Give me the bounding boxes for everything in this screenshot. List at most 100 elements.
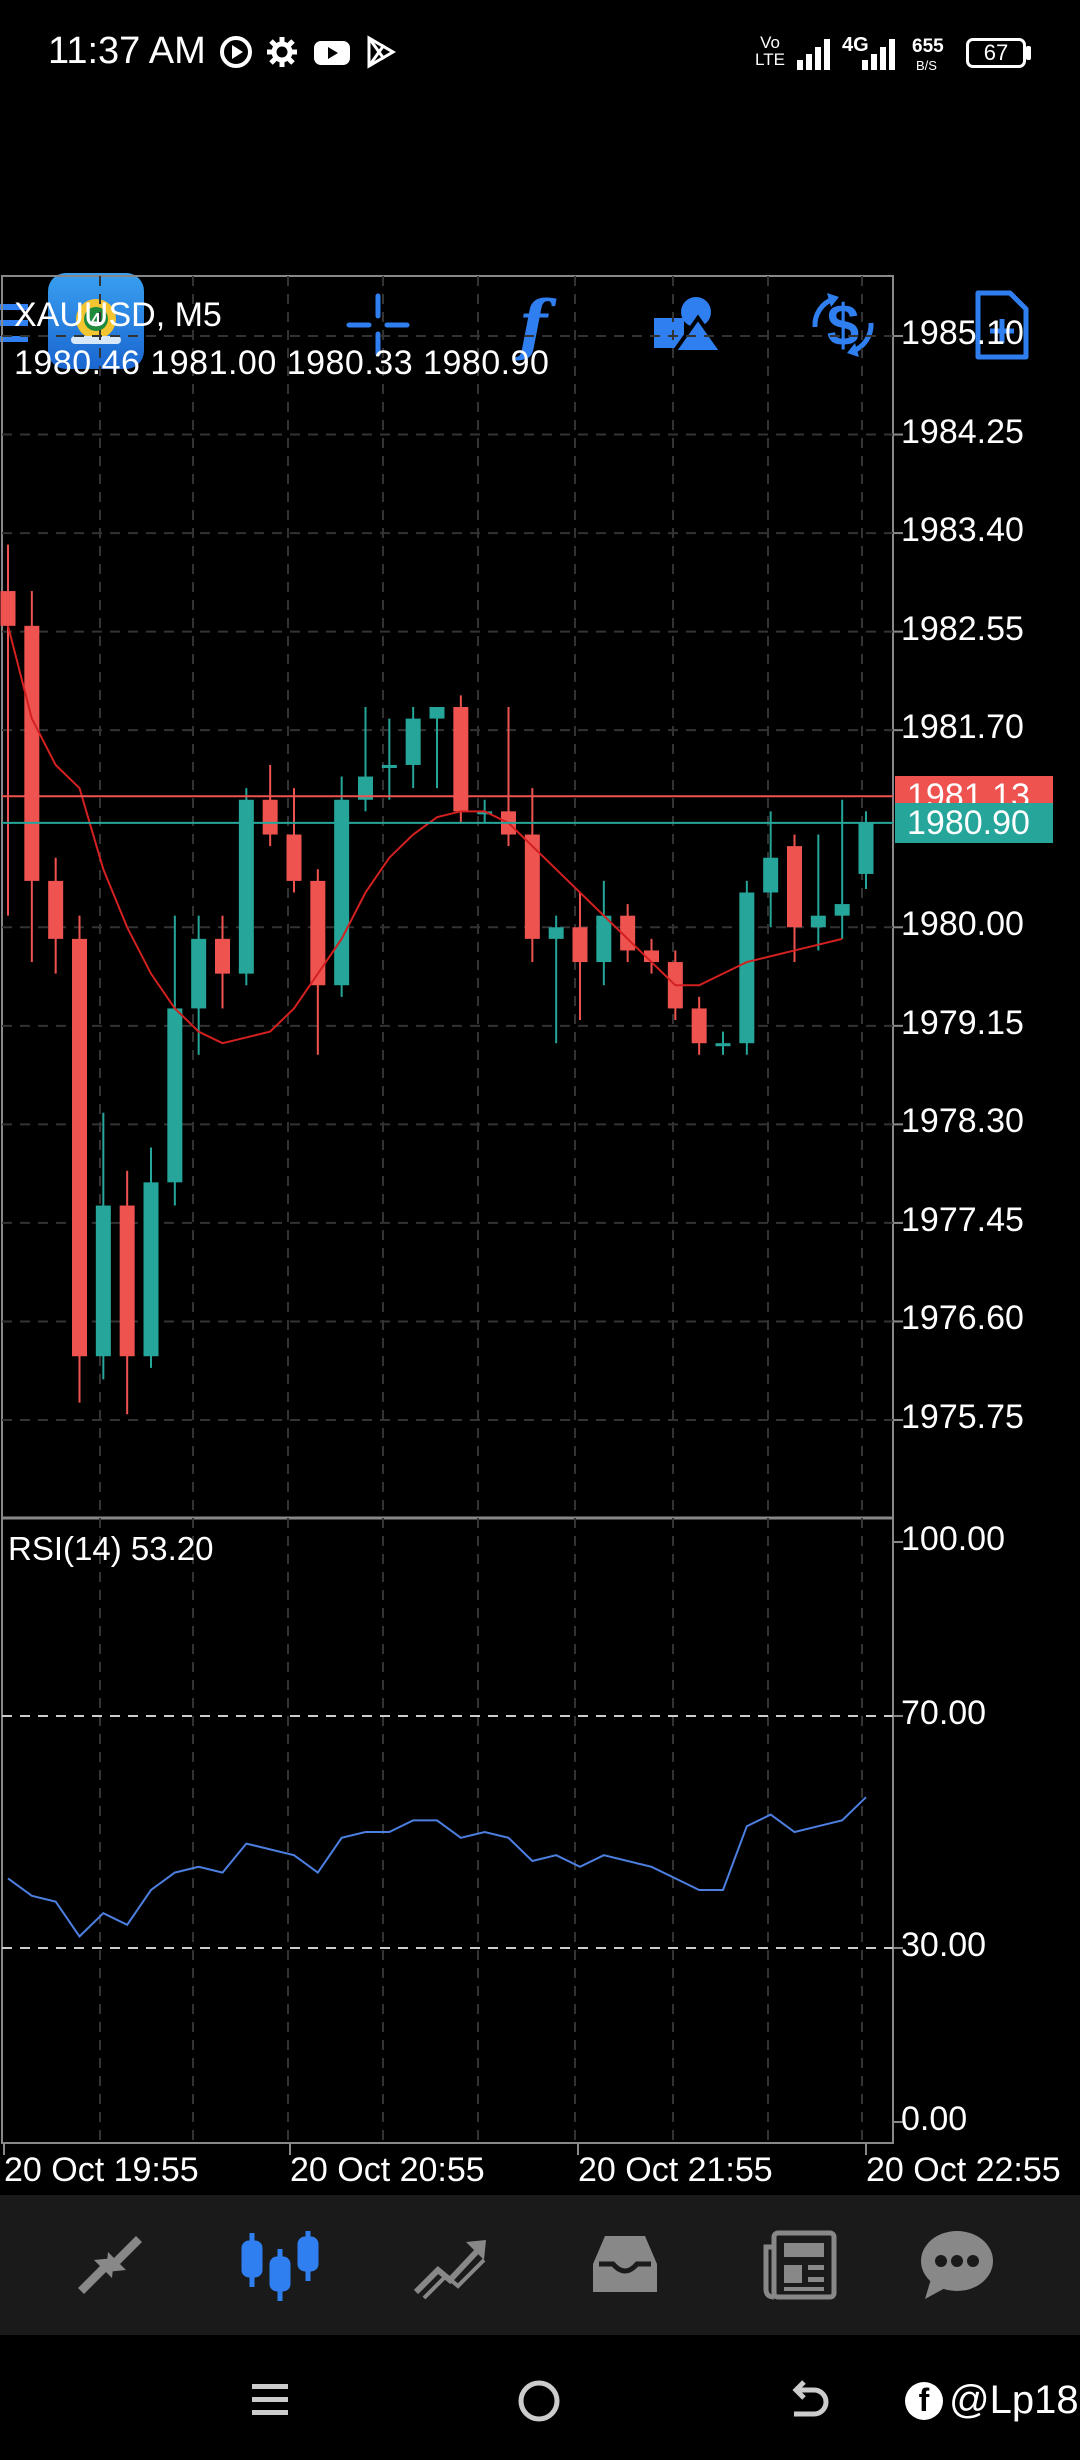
battery-level: 67 [983, 40, 1009, 65]
candle-body [596, 915, 612, 963]
candle-body [453, 706, 469, 812]
app-logo[interactable]: 4 [48, 273, 144, 369]
nav-chart[interactable] [235, 2220, 325, 2310]
system-navigation-bar [0, 2335, 1080, 2460]
svg-text:4: 4 [91, 310, 101, 330]
indicators-icon: f [518, 286, 548, 364]
youtube-icon [314, 41, 350, 65]
moving-average-line [7, 625, 843, 1045]
settings-icon [267, 37, 297, 67]
price-axis-label: 1982.55 [901, 609, 1024, 648]
indicators-button[interactable]: f [488, 280, 578, 370]
quotes-icon [78, 2236, 142, 2294]
price-axis-label: 1985.10 [901, 314, 1024, 352]
candle-body [477, 811, 493, 815]
news-icon [763, 2230, 837, 2300]
crosshair-button[interactable] [333, 280, 423, 370]
candle-body [524, 834, 540, 939]
candle-body [238, 799, 254, 974]
candle-body [429, 706, 445, 719]
trade-icon: $ [812, 293, 874, 358]
candle-body [644, 950, 659, 963]
recents-icon[interactable] [250, 2378, 290, 2422]
candle-body [334, 799, 350, 986]
time-axis-label: 20 Oct 21:55 [578, 2151, 773, 2189]
candle-body [191, 938, 207, 1009]
candle-body [691, 1008, 707, 1044]
candle-body [24, 625, 40, 881]
price-axis-label: 1983.40 [901, 511, 1024, 550]
candle-body [763, 857, 779, 893]
nav-chat[interactable] [912, 2220, 1002, 2310]
price-axis-label: 1984.25 [901, 412, 1024, 451]
candle-body [286, 834, 302, 881]
play-store-icon [367, 35, 396, 69]
crosshair-icon [346, 293, 410, 357]
candle-body [572, 927, 588, 963]
candle-body [548, 927, 564, 939]
time-axis-label: 20 Oct 22:55 [866, 2151, 1061, 2189]
menu-icon[interactable] [0, 298, 30, 348]
candle-body [810, 915, 826, 928]
candle-body [739, 892, 755, 1044]
chat-icon [921, 2231, 993, 2299]
candle-body [381, 764, 397, 768]
volte-label: Vo LTE [755, 33, 785, 69]
price-axis-label: 1976.60 [901, 1299, 1024, 1338]
nav-news[interactable] [755, 2220, 845, 2310]
battery-tip [1026, 46, 1031, 60]
price-axis-label: 1978.30 [901, 1102, 1024, 1141]
facebook-icon: f [905, 2381, 943, 2420]
trade-button[interactable]: $ [798, 280, 888, 370]
battery-indicator: 67 [966, 38, 1026, 68]
candle-body [95, 1205, 111, 1357]
watermark: f @Lp18 [905, 2378, 1079, 2423]
chart-icon [241, 2231, 319, 2301]
price-axis-label: 1980.00 [901, 905, 1024, 944]
time-axis-label: 20 Oct 19:55 [4, 2151, 199, 2189]
time-axis-label: 20 Oct 20:55 [290, 2151, 485, 2189]
candle-body [858, 822, 874, 874]
price-axis-label: 1977.45 [901, 1200, 1024, 1239]
candle-body [143, 1182, 159, 1357]
nav-trade[interactable] [405, 2220, 495, 2310]
chart-toolbar: 4 f $ [0, 130, 1080, 369]
price-axis-label: 1981.70 [901, 708, 1024, 747]
nav-quotes[interactable] [65, 2220, 155, 2310]
rsi-axis-label: 100.00 [901, 1520, 1005, 1558]
history-icon [593, 2236, 657, 2292]
status-time: 11:37 AM [48, 30, 206, 72]
candle-body [787, 846, 802, 928]
candle-body [72, 938, 87, 1357]
price-chart[interactable] [0, 0, 1080, 2195]
candle-body [167, 1008, 183, 1183]
back-icon[interactable] [786, 2378, 832, 2424]
chart-frame [1, 275, 894, 2144]
candle-body [262, 799, 278, 835]
candle-body [0, 591, 16, 626]
rsi-axis-label: 0.00 [901, 2100, 968, 2138]
signal-icon-2 [862, 39, 895, 70]
rsi-label: RSI(14) 53.20 [8, 1530, 214, 1567]
new-order-icon [975, 290, 1029, 360]
rsi-line [7, 1796, 867, 1938]
data-speed-unit: B/S [916, 58, 937, 73]
trade-nav-icon [413, 2240, 486, 2300]
candle-body [715, 1043, 731, 1047]
home-icon[interactable] [516, 2378, 562, 2424]
chart-symbol: XAUUSD, M5 [14, 296, 222, 334]
rsi-axis-label: 30.00 [901, 1926, 987, 1964]
chart-ohlc: 1980.46 1981.00 1980.33 1980.90 [14, 344, 550, 382]
candle-body [215, 938, 230, 974]
new-order-button[interactable] [957, 280, 1047, 370]
candle-body [48, 880, 64, 939]
bid-price-tag: 1980.90 [895, 802, 1053, 843]
candle-body [119, 1205, 135, 1357]
candle-body [358, 776, 373, 800]
candle-body [405, 718, 421, 765]
candle-body [310, 880, 326, 986]
status-bar: 11:37 AM Vo LTE 4G 655 B/S 67 [0, 0, 1080, 110]
rsi-axis-label: 70.00 [901, 1694, 987, 1732]
data-speed-value: 655 [912, 36, 944, 57]
nav-history[interactable] [580, 2220, 670, 2310]
